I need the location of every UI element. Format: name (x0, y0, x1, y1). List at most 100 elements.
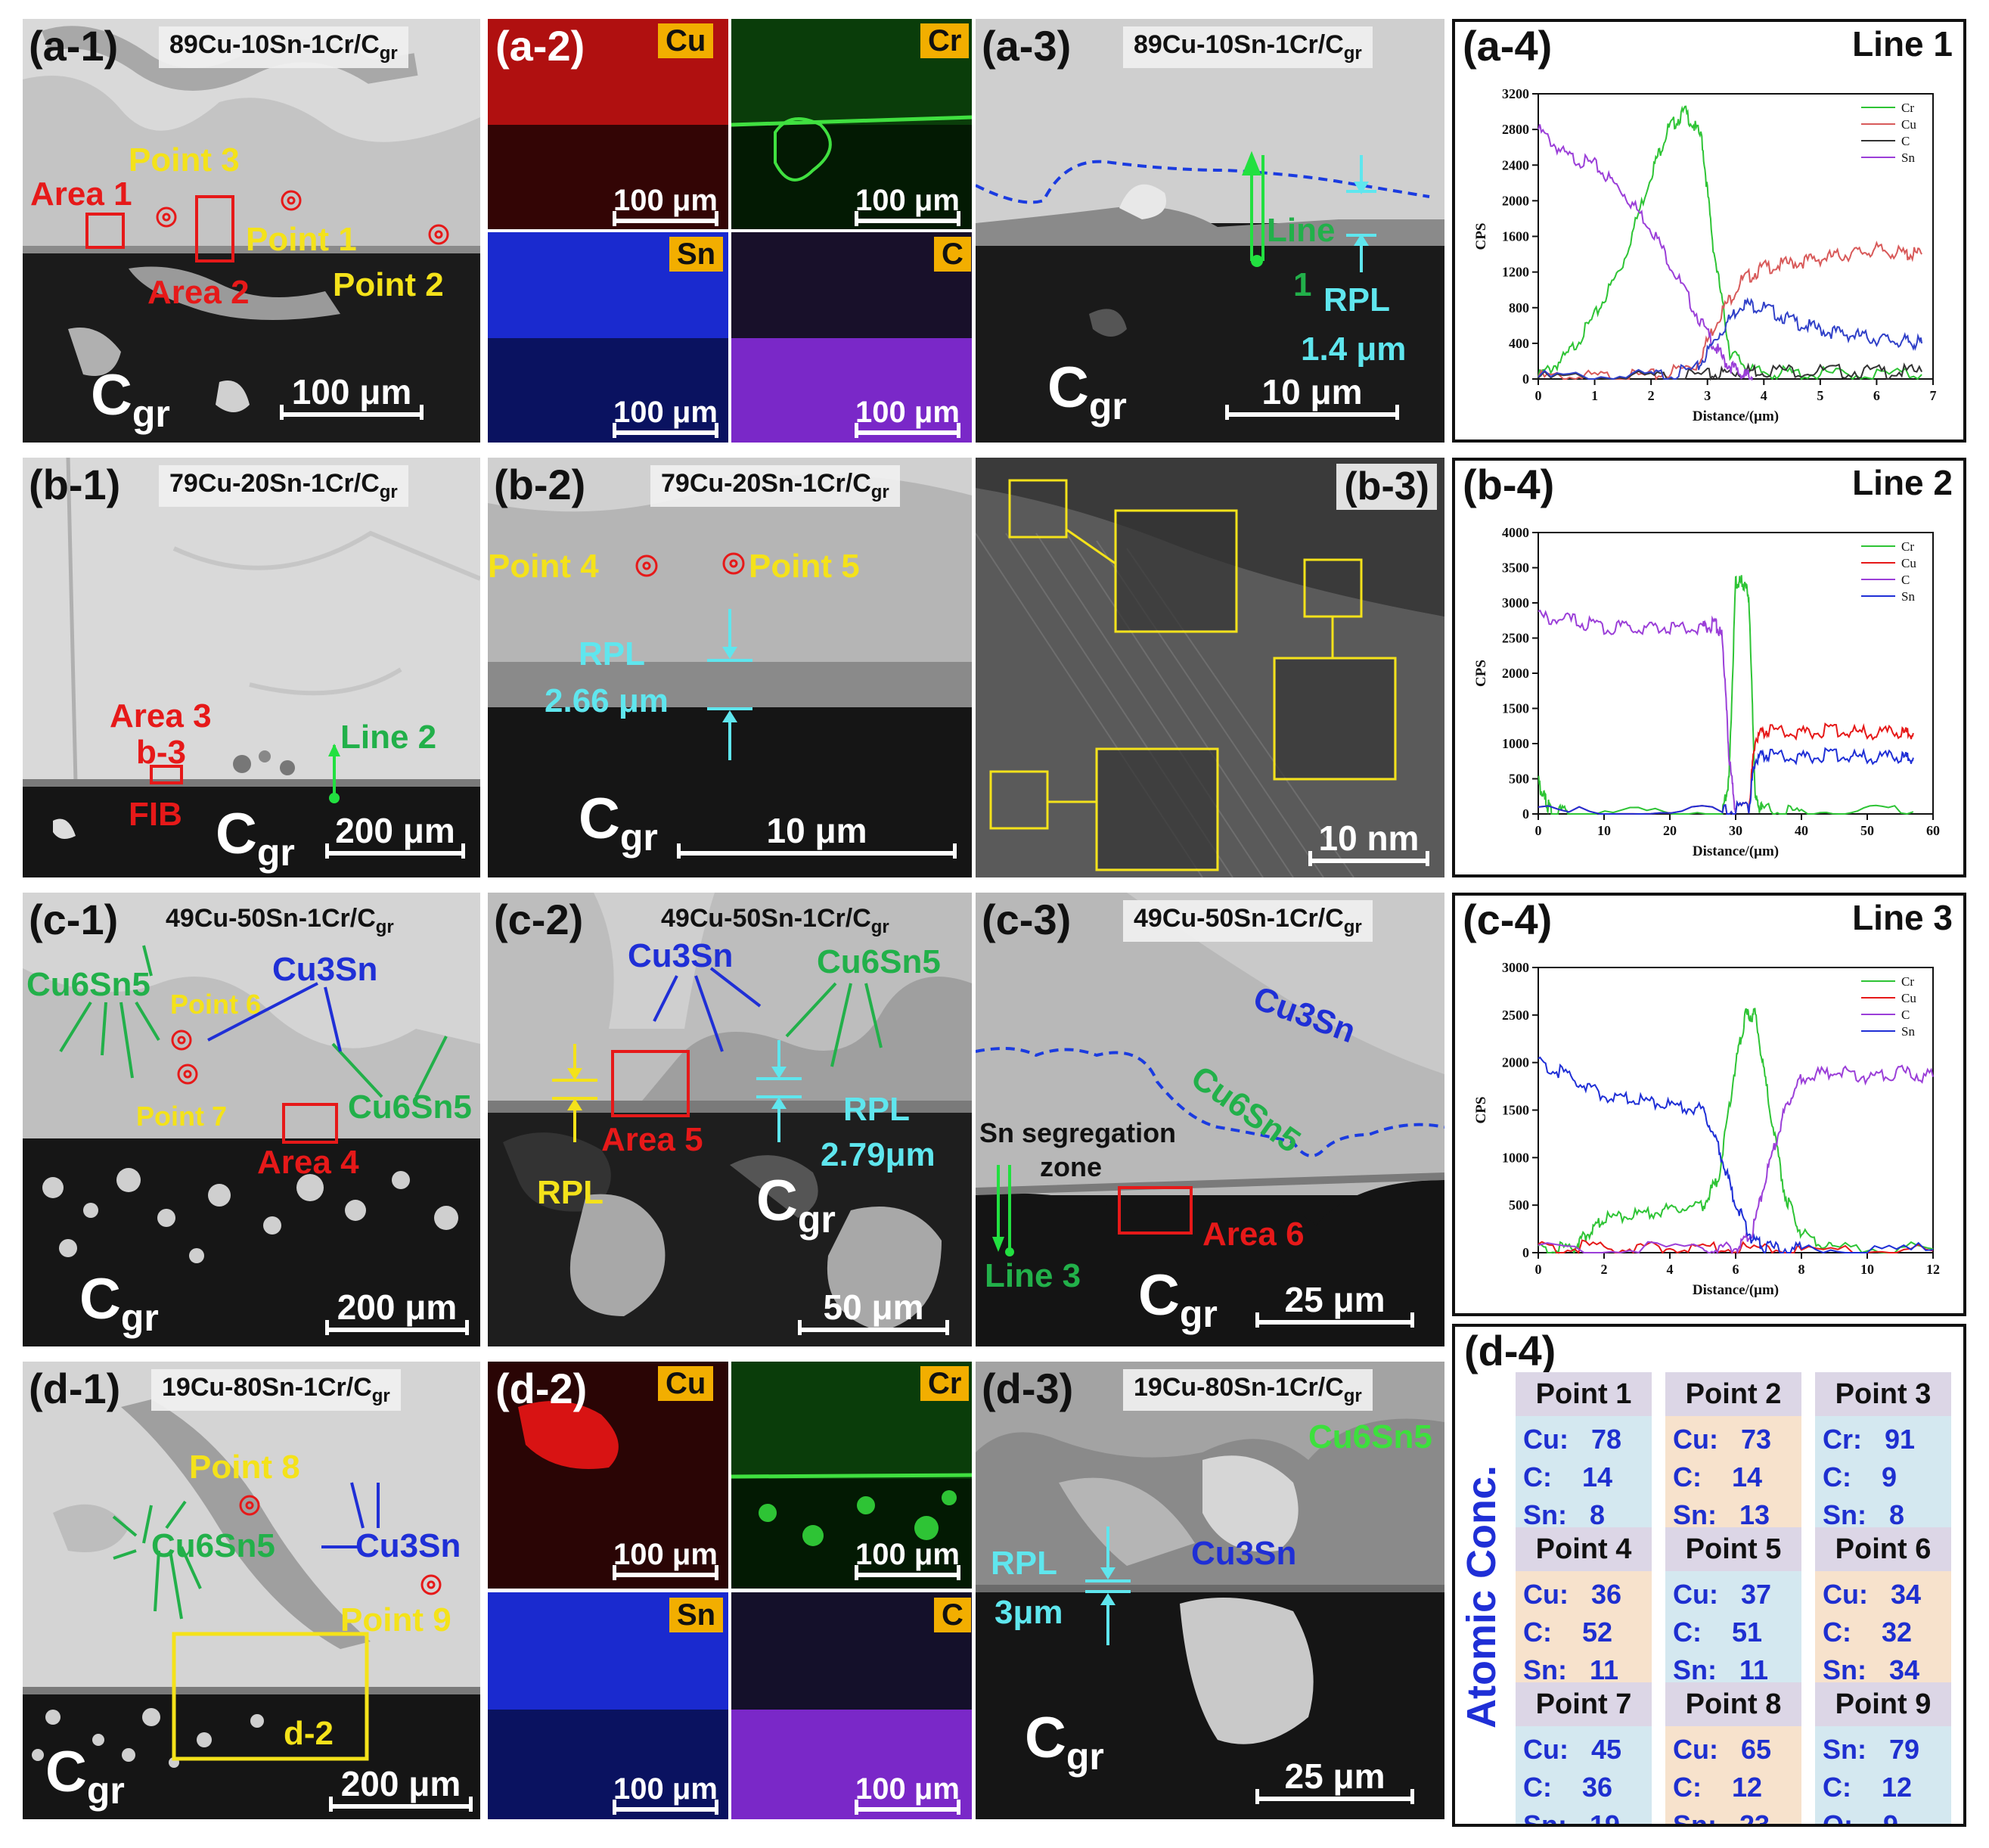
x-tick-label: 4 (1667, 1262, 1674, 1277)
scale-bar: 100 μm (855, 1539, 960, 1580)
point-9-label: Point 9 (340, 1601, 451, 1638)
plot-frame (1538, 93, 1934, 380)
panel-label: (b-1) (29, 461, 121, 508)
line-1-label: Line (1267, 212, 1336, 249)
substrate-label: Cgr (91, 363, 170, 436)
series-line-sn (1538, 1056, 1934, 1254)
x-axis-label: Distance/(μm) (1693, 843, 1779, 859)
cu6sn5-label: Cu6Sn5 (1308, 1418, 1432, 1455)
element-value: C: 32 (1823, 1617, 1913, 1648)
series-line-sn (1538, 124, 1754, 381)
panel-label: (c-2) (494, 896, 584, 943)
scale-bar: 100 μm (280, 374, 424, 420)
point-5-label: Point 5 (749, 548, 860, 585)
y-tick-label: 2000 (1502, 193, 1529, 208)
point-composition-cell: Point 8 Cu: 65 C: 12 Sn: 23 (1665, 1682, 1801, 1824)
panel-d2: (d-2) Cu Cr Sn C 100 μm 100 μm 100 μm 10… (488, 1362, 972, 1819)
panel-label: (b-3) (1336, 464, 1437, 511)
y-axis-label: CPS (1473, 660, 1489, 687)
element-value: Cu: 78 (1523, 1424, 1622, 1455)
plot-frame (1538, 967, 1934, 1253)
point-name: Point 1 (1516, 1372, 1652, 1416)
y-tick-label: 2500 (1502, 1008, 1529, 1023)
y-tick-label: 1000 (1502, 1150, 1529, 1165)
cu6sn5-label: Cu6Sn5 (817, 943, 941, 980)
y-tick-label: 500 (1509, 1197, 1529, 1213)
point-name: Point 6 (1815, 1527, 1951, 1571)
chart-title: Line 1 (1852, 24, 1953, 64)
element-tag-sn: Sn (669, 1598, 724, 1632)
x-tick-label: 0 (1535, 1262, 1542, 1277)
sample-name: 49Cu-50Sn-1Cr/Cgr (166, 904, 394, 937)
scale-bar: 50 μm (798, 1290, 949, 1335)
y-tick-label: 3200 (1502, 86, 1529, 101)
series-line-cr (1538, 1008, 1934, 1255)
legend-label: Cr (1901, 974, 1914, 989)
element-tag-c: C (934, 237, 971, 272)
panel-b3: (b-3) 10 nm (976, 458, 1444, 877)
rpl-label-right: RPL (843, 1091, 910, 1128)
y-tick-label: 2500 (1502, 631, 1529, 646)
legend-label: Cr (1901, 101, 1914, 115)
y-tick-label: 2800 (1502, 122, 1529, 137)
x-tick-label: 5 (1817, 388, 1823, 403)
point-3-label: Point 3 (129, 141, 240, 179)
point-name: Point 2 (1665, 1372, 1801, 1416)
element-value: Sn: 11 (1523, 1654, 1619, 1685)
chart-title: Line 2 (1852, 463, 1953, 502)
point-1-label: Point 1 (246, 221, 357, 258)
legend-label: Sn (1901, 589, 1915, 604)
element-value: Cr: 91 (1823, 1424, 1916, 1455)
panel-a3: (a-3) 89Cu-10Sn-1Cr/Cgr Line 1 RPL 1.4 μ… (976, 19, 1444, 443)
x-tick-label: 7 (1930, 388, 1937, 403)
element-value: C: 51 (1673, 1617, 1763, 1648)
sem-image-b1 (23, 458, 480, 877)
panel-label: (a-1) (29, 22, 119, 70)
sample-name: 19Cu-80Sn-1Cr/Cgr (1123, 1369, 1373, 1412)
point-composition-cell: Point 4 Cu: 36 C: 52 Sn: 11 (1516, 1527, 1652, 1694)
point-composition-cell: Point 1 Cu: 78 C: 14 Sn: 8 (1516, 1372, 1652, 1539)
legend-label: Cr (1901, 539, 1914, 554)
legend-label: C (1901, 573, 1910, 587)
element-tag-cu: Cu (658, 23, 714, 58)
sn-segregation-zone-label: zone (1040, 1151, 1103, 1182)
legend-label: Cu (1901, 991, 1916, 1005)
x-axis-label: Distance/(μm) (1693, 408, 1779, 424)
point-6-label: Point 6 (170, 989, 262, 1020)
series-line-cu (1538, 1239, 1934, 1254)
point-7-label: Point 7 (136, 1101, 228, 1132)
scale-bar: 25 μm (1255, 1282, 1414, 1328)
panel-label: (a-4) (1463, 22, 1553, 70)
composition-values: Cu: 65 C: 12 Sn: 23 (1665, 1726, 1801, 1824)
scale-bar: 200 μm (325, 1290, 469, 1335)
y-axis-label: CPS (1473, 1097, 1489, 1124)
panel-d3: (d-3) 19Cu-80Sn-1Cr/Cgr Cu6Sn5 Cu3Sn RPL… (976, 1362, 1444, 1819)
x-tick-label: 20 (1663, 823, 1677, 838)
element-value: C: 9 (1823, 1461, 1897, 1492)
sample-name: 49Cu-50Sn-1Cr/Cgr (1123, 900, 1373, 943)
point-8-label: Point 8 (189, 1449, 300, 1486)
substrate-label: Cgr (216, 802, 295, 874)
y-tick-label: 4000 (1502, 525, 1529, 540)
panel-b4: (b-4) Line 2 0 10 20 30 40 50 60 0 500 1000 1500 20… (1452, 458, 1966, 877)
series-line-c (1538, 1064, 1934, 1255)
x-tick-label: 30 (1729, 823, 1742, 838)
panel-label: (d-2) (495, 1365, 588, 1412)
element-value: O: 9 (1823, 1809, 1899, 1827)
scale-bar: 10 μm (1225, 374, 1399, 420)
y-tick-label: 2000 (1502, 666, 1529, 681)
element-value: Sn: 79 (1823, 1734, 1920, 1765)
series-line-cr (1538, 105, 1922, 380)
point-composition-cell: Point 2 Cu: 73 C: 14 Sn: 13 (1665, 1372, 1801, 1539)
x-tick-label: 3 (1704, 388, 1711, 403)
element-tag-cr: Cr (920, 23, 970, 58)
point-name: Point 7 (1516, 1682, 1652, 1726)
x-tick-label: 60 (1926, 823, 1940, 838)
fib-label: FIB (129, 796, 182, 833)
point-composition-cell: Point 6 Cu: 34 C: 32 Sn: 34 (1815, 1527, 1951, 1694)
sem-image-d1 (23, 1362, 480, 1819)
composition-values: Cu: 73 C: 14 Sn: 13 (1665, 1416, 1801, 1539)
y-tick-label: 1500 (1502, 1103, 1529, 1118)
scale-bar: 100 μm (855, 1774, 960, 1815)
scale-bar: 100 μm (613, 185, 718, 226)
